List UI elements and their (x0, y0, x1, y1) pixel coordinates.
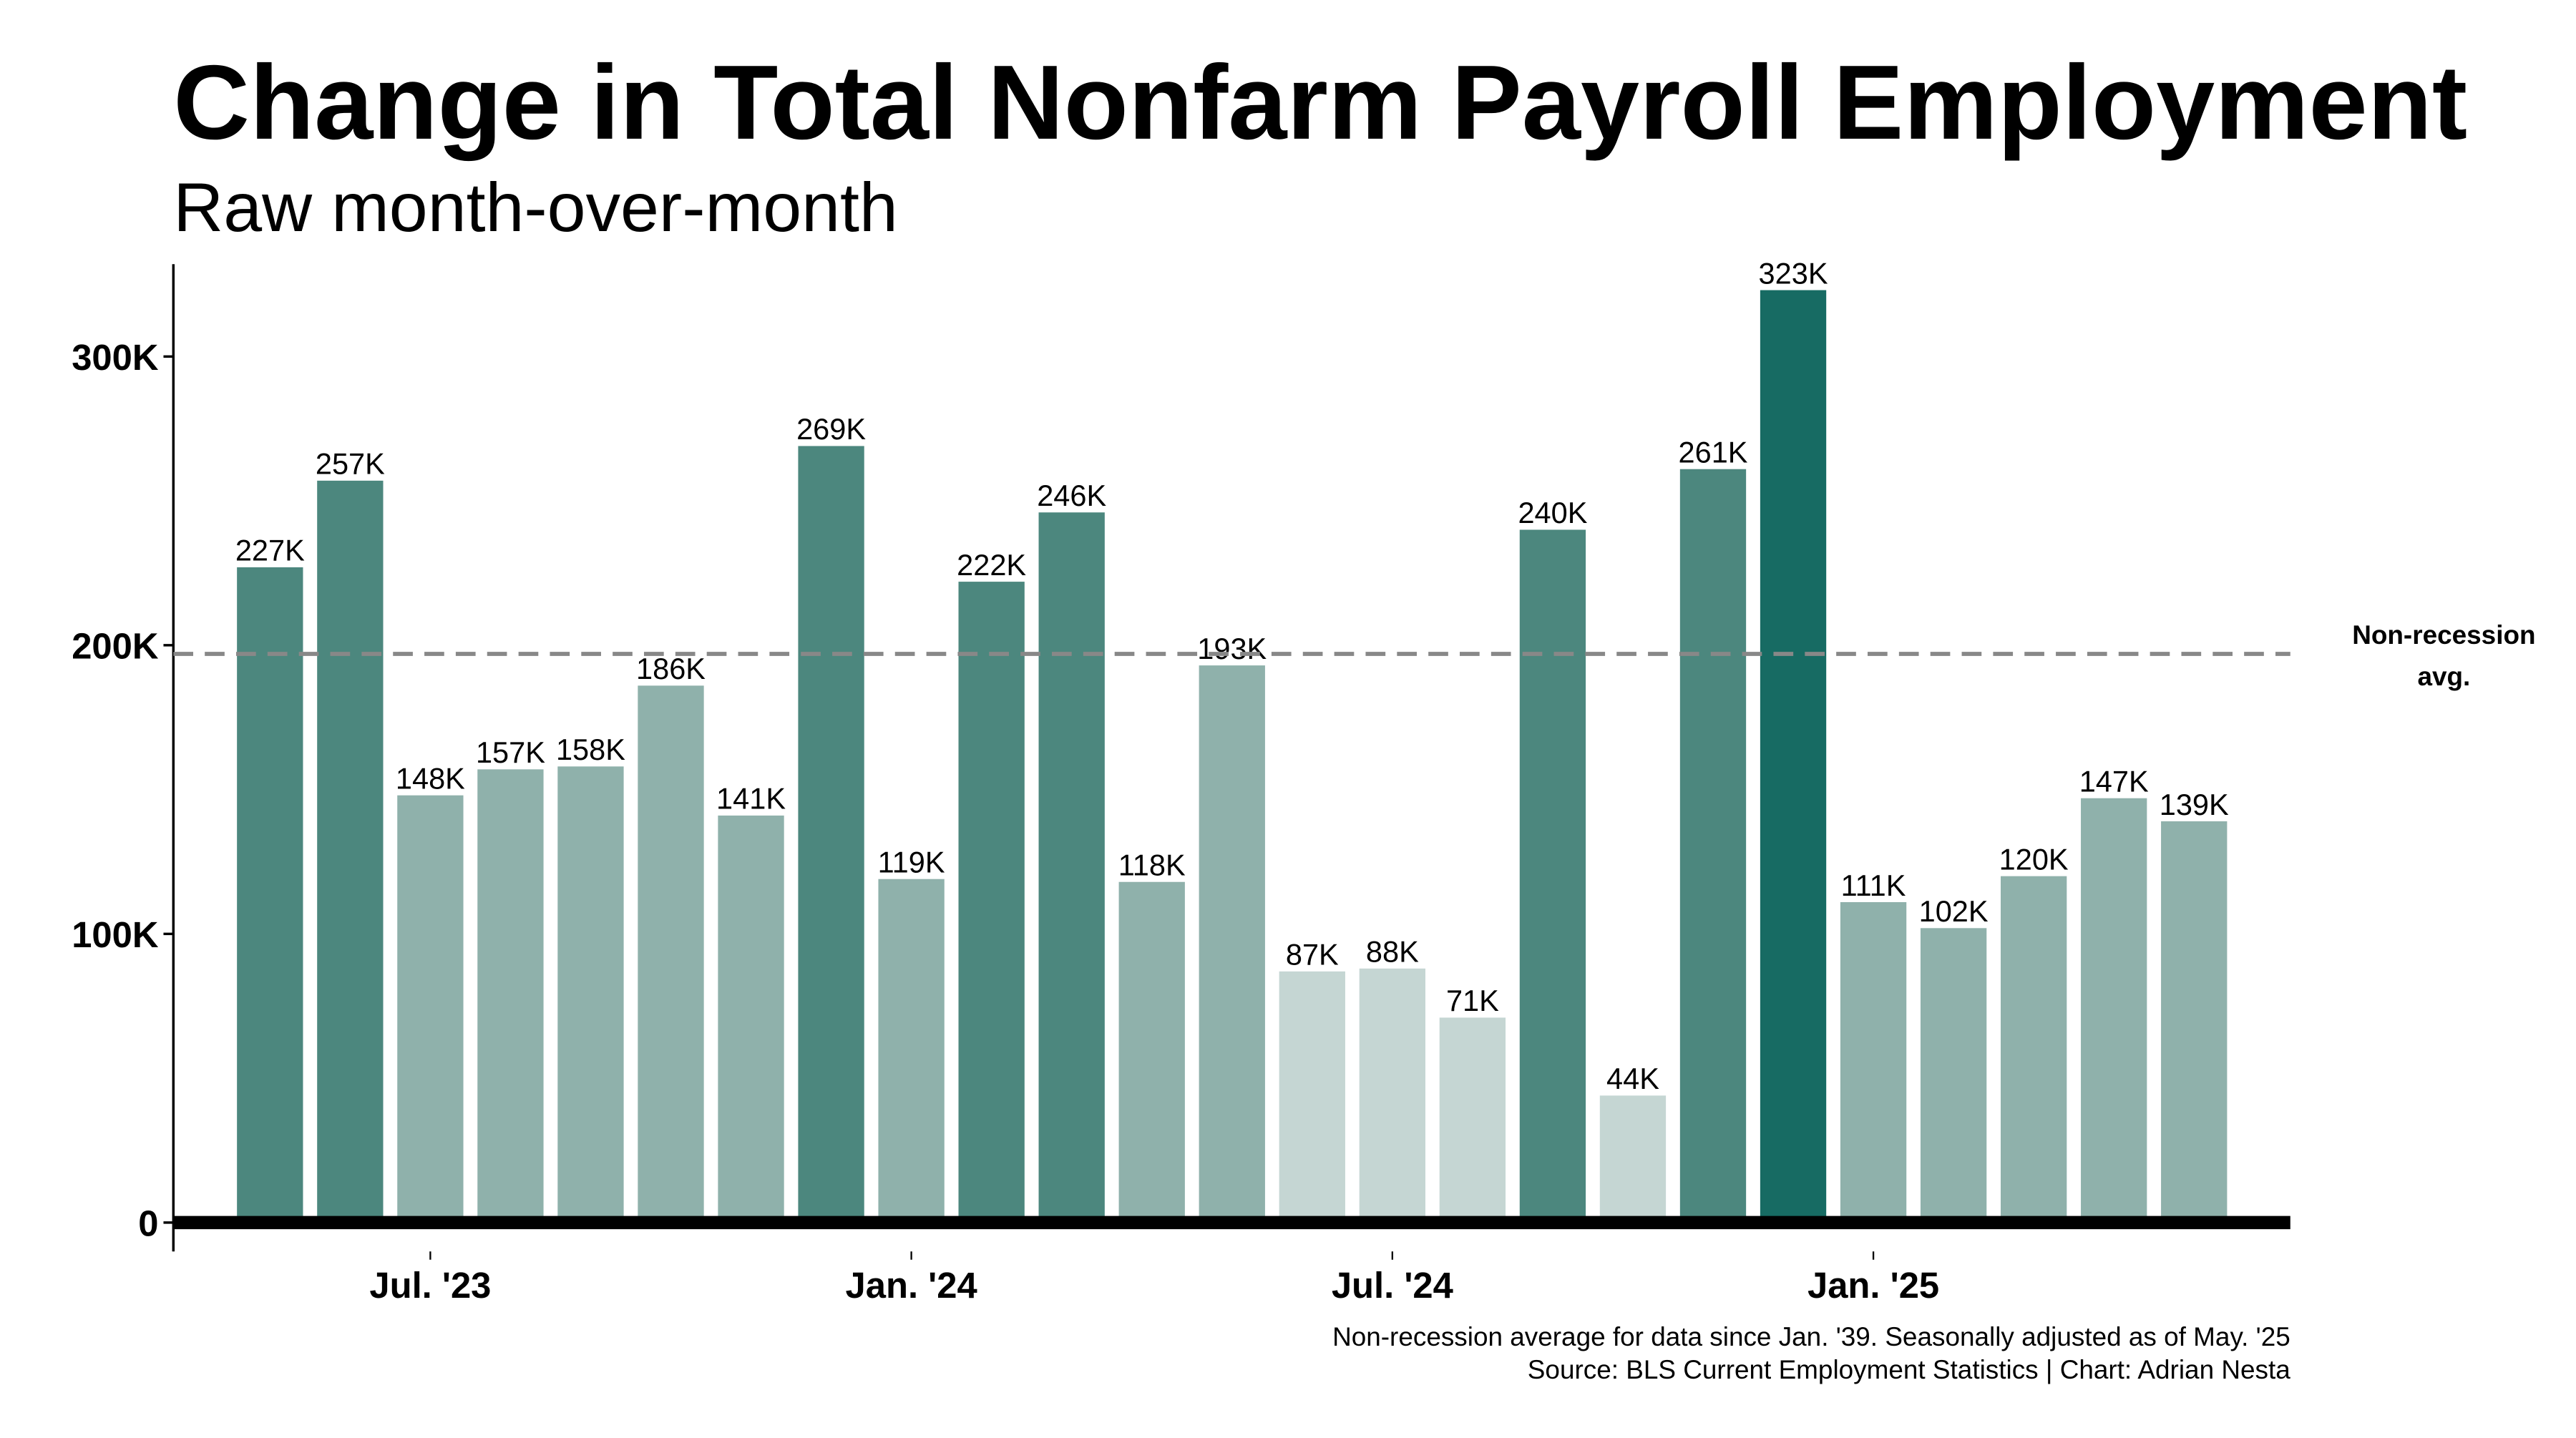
value-label: 111K (1841, 869, 1906, 902)
bar (878, 879, 945, 1223)
bar (1599, 1095, 1667, 1223)
value-label: 261K (1679, 435, 1748, 469)
value-label: 148K (396, 761, 465, 795)
bar (317, 480, 384, 1223)
value-label: 71K (1446, 984, 1499, 1017)
x-tick-label: Jul. '24 (1332, 1265, 1453, 1306)
chart-subtitle: Raw month-over-month (173, 168, 898, 246)
value-label: 120K (1999, 842, 2069, 876)
bar (1279, 971, 1345, 1223)
value-label: 87K (1286, 938, 1339, 972)
value-label: 246K (1037, 479, 1106, 512)
bar (1038, 512, 1105, 1223)
value-label: 119K (878, 845, 945, 879)
value-label: 227K (235, 534, 305, 567)
y-tick-label: 300K (72, 337, 159, 378)
value-label: 193K (1197, 632, 1267, 665)
value-label: 102K (1919, 894, 1989, 928)
average-label: avg. (2417, 662, 2470, 691)
footnote: Source: BLS Current Employment Statistic… (1528, 1355, 2290, 1384)
bar (2081, 798, 2147, 1223)
bar (1519, 529, 1586, 1223)
y-tick-label: 100K (72, 914, 159, 955)
value-label: 147K (2079, 764, 2149, 798)
bar (237, 567, 303, 1223)
bar (1840, 901, 1907, 1223)
bar (1760, 290, 1827, 1223)
bar (1359, 968, 1425, 1223)
y-tick-label: 200K (72, 625, 159, 666)
value-label: 141K (716, 782, 786, 816)
bar (1920, 928, 1987, 1223)
value-label: 157K (476, 735, 545, 769)
value-label: 186K (636, 652, 706, 685)
x-tick-label: Jul. '23 (369, 1265, 491, 1306)
value-label: 139K (2160, 788, 2229, 821)
x-tick-label: Jan. '24 (846, 1265, 977, 1306)
bar (1679, 469, 1747, 1223)
bar (1118, 881, 1185, 1223)
value-label: 269K (796, 412, 866, 446)
bar (958, 582, 1025, 1223)
value-label: 158K (556, 733, 625, 766)
bar (1199, 665, 1265, 1223)
value-label: 222K (957, 548, 1026, 582)
value-label: 44K (1606, 1062, 1659, 1095)
value-label: 257K (316, 447, 385, 481)
value-label: 323K (1759, 256, 1828, 290)
chart-title: Change in Total Nonfarm Payroll Employme… (173, 44, 2467, 162)
bar (397, 795, 464, 1223)
bar (718, 815, 784, 1223)
value-label: 88K (1366, 935, 1419, 969)
bar (557, 766, 624, 1223)
bar (2001, 876, 2067, 1223)
bar (638, 685, 704, 1223)
bar (2161, 821, 2228, 1223)
bar (798, 446, 864, 1223)
y-tick-label: 0 (138, 1203, 158, 1243)
value-label: 118K (1118, 848, 1186, 882)
bar (1439, 1017, 1506, 1223)
footnote: Non-recession average for data since Jan… (1332, 1322, 2290, 1351)
value-label: 240K (1518, 496, 1587, 529)
average-label: Non-recession (2352, 620, 2535, 650)
bar (477, 769, 544, 1223)
x-tick-label: Jan. '25 (1807, 1265, 1939, 1306)
